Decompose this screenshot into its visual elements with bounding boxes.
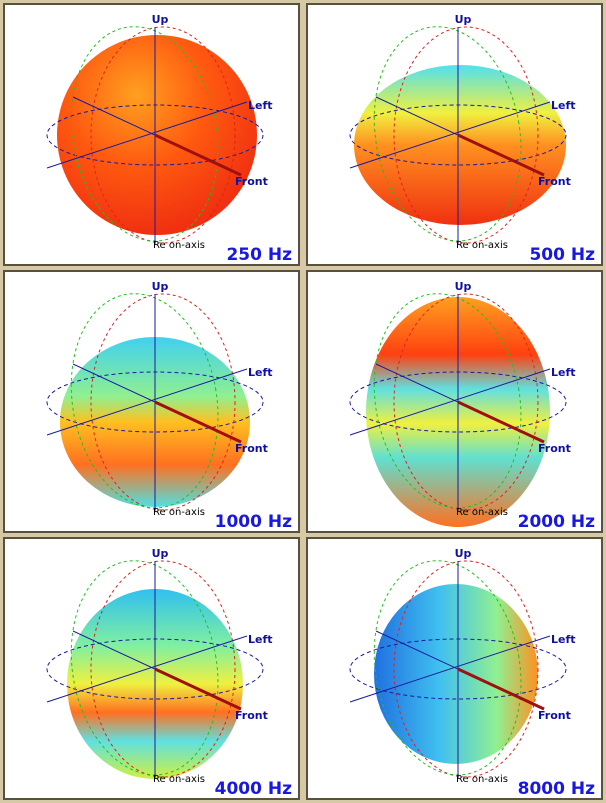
reference-label: Re on-axis xyxy=(153,774,205,785)
left-axis xyxy=(349,101,551,169)
up-label: Up xyxy=(455,280,472,293)
left-axis xyxy=(46,635,248,703)
front-label: Front xyxy=(235,442,268,455)
on-axis-ray xyxy=(154,400,242,444)
balloon-plot: Up Left Front Re on-axis 8000 Hz xyxy=(349,547,595,799)
left-axis xyxy=(46,368,248,436)
balloon-panel: Up Left Front Re on-axis 250 Hz xyxy=(3,3,300,266)
left-label: Left xyxy=(248,366,273,379)
up-label: Up xyxy=(152,13,169,26)
balloon-panel: Up Left Front Re on-axis 8000 Hz xyxy=(306,537,603,800)
left-axis xyxy=(349,635,551,703)
front-label: Front xyxy=(538,709,571,722)
front-label: Front xyxy=(235,175,268,188)
left-label: Left xyxy=(551,366,576,379)
vertical-circle-green xyxy=(373,293,522,509)
on-axis-ray xyxy=(154,133,242,177)
frequency-label: 8000 Hz xyxy=(518,779,595,798)
front-label: Front xyxy=(235,709,268,722)
frequency-label: 250 Hz xyxy=(226,245,292,264)
left-label: Left xyxy=(551,99,576,112)
reference-label: Re on-axis xyxy=(456,507,508,518)
vertical-circle-red xyxy=(393,26,539,244)
on-axis-ray xyxy=(154,667,242,711)
frequency-label: 500 Hz xyxy=(529,245,595,264)
balloon-panel: Up Left Front Re on-axis 500 Hz xyxy=(306,3,603,266)
vertical-circle-red xyxy=(90,26,236,244)
reference-label: Re on-axis xyxy=(456,240,508,251)
balloon-plot: Up Left Front Re on-axis 500 Hz xyxy=(349,13,595,265)
up-label: Up xyxy=(152,547,169,560)
balloon-panel: Up Left Front Re on-axis 1000 Hz xyxy=(3,270,300,533)
up-label: Up xyxy=(455,547,472,560)
left-axis xyxy=(349,368,551,436)
balloon xyxy=(374,584,538,764)
vertical-circle-green xyxy=(70,560,219,776)
vertical-circle-green xyxy=(373,560,522,776)
frequency-label: 2000 Hz xyxy=(518,512,595,531)
left-label: Left xyxy=(551,633,576,646)
vertical-circle-green xyxy=(373,26,522,242)
vertical-circle-green xyxy=(70,293,219,509)
up-label: Up xyxy=(152,280,169,293)
balloon-panel: Up Left Front Re on-axis 2000 Hz xyxy=(306,270,603,533)
front-label: Front xyxy=(538,175,571,188)
on-axis-ray xyxy=(457,667,545,711)
up-label: Up xyxy=(455,13,472,26)
left-axis xyxy=(46,101,248,169)
balloon-plot: Up Left Front Re on-axis 4000 Hz xyxy=(46,547,292,799)
balloon-panel: Up Left Front Re on-axis 4000 Hz xyxy=(3,537,300,800)
reference-label: Re on-axis xyxy=(153,240,205,251)
vertical-circle-red xyxy=(393,560,539,778)
on-axis-ray xyxy=(457,133,545,177)
left-label: Left xyxy=(248,99,273,112)
vertical-circle-red xyxy=(393,293,539,511)
balloon xyxy=(354,65,566,225)
on-axis-ray xyxy=(457,400,545,444)
balloon-plot: Up Left Front Re on-axis 2000 Hz xyxy=(349,280,595,532)
reference-label: Re on-axis xyxy=(456,774,508,785)
reference-label: Re on-axis xyxy=(153,507,205,518)
balloon-plot: Up Left Front Re on-axis 1000 Hz xyxy=(46,280,292,532)
vertical-circle-red xyxy=(90,293,236,511)
front-label: Front xyxy=(538,442,571,455)
balloon-plot: Up Left Front Re on-axis 250 Hz xyxy=(46,13,292,265)
vertical-circle-red xyxy=(90,560,236,778)
frequency-label: 4000 Hz xyxy=(215,779,292,798)
vertical-circle-green xyxy=(70,26,219,242)
frequency-label: 1000 Hz xyxy=(215,512,292,531)
left-label: Left xyxy=(248,633,273,646)
